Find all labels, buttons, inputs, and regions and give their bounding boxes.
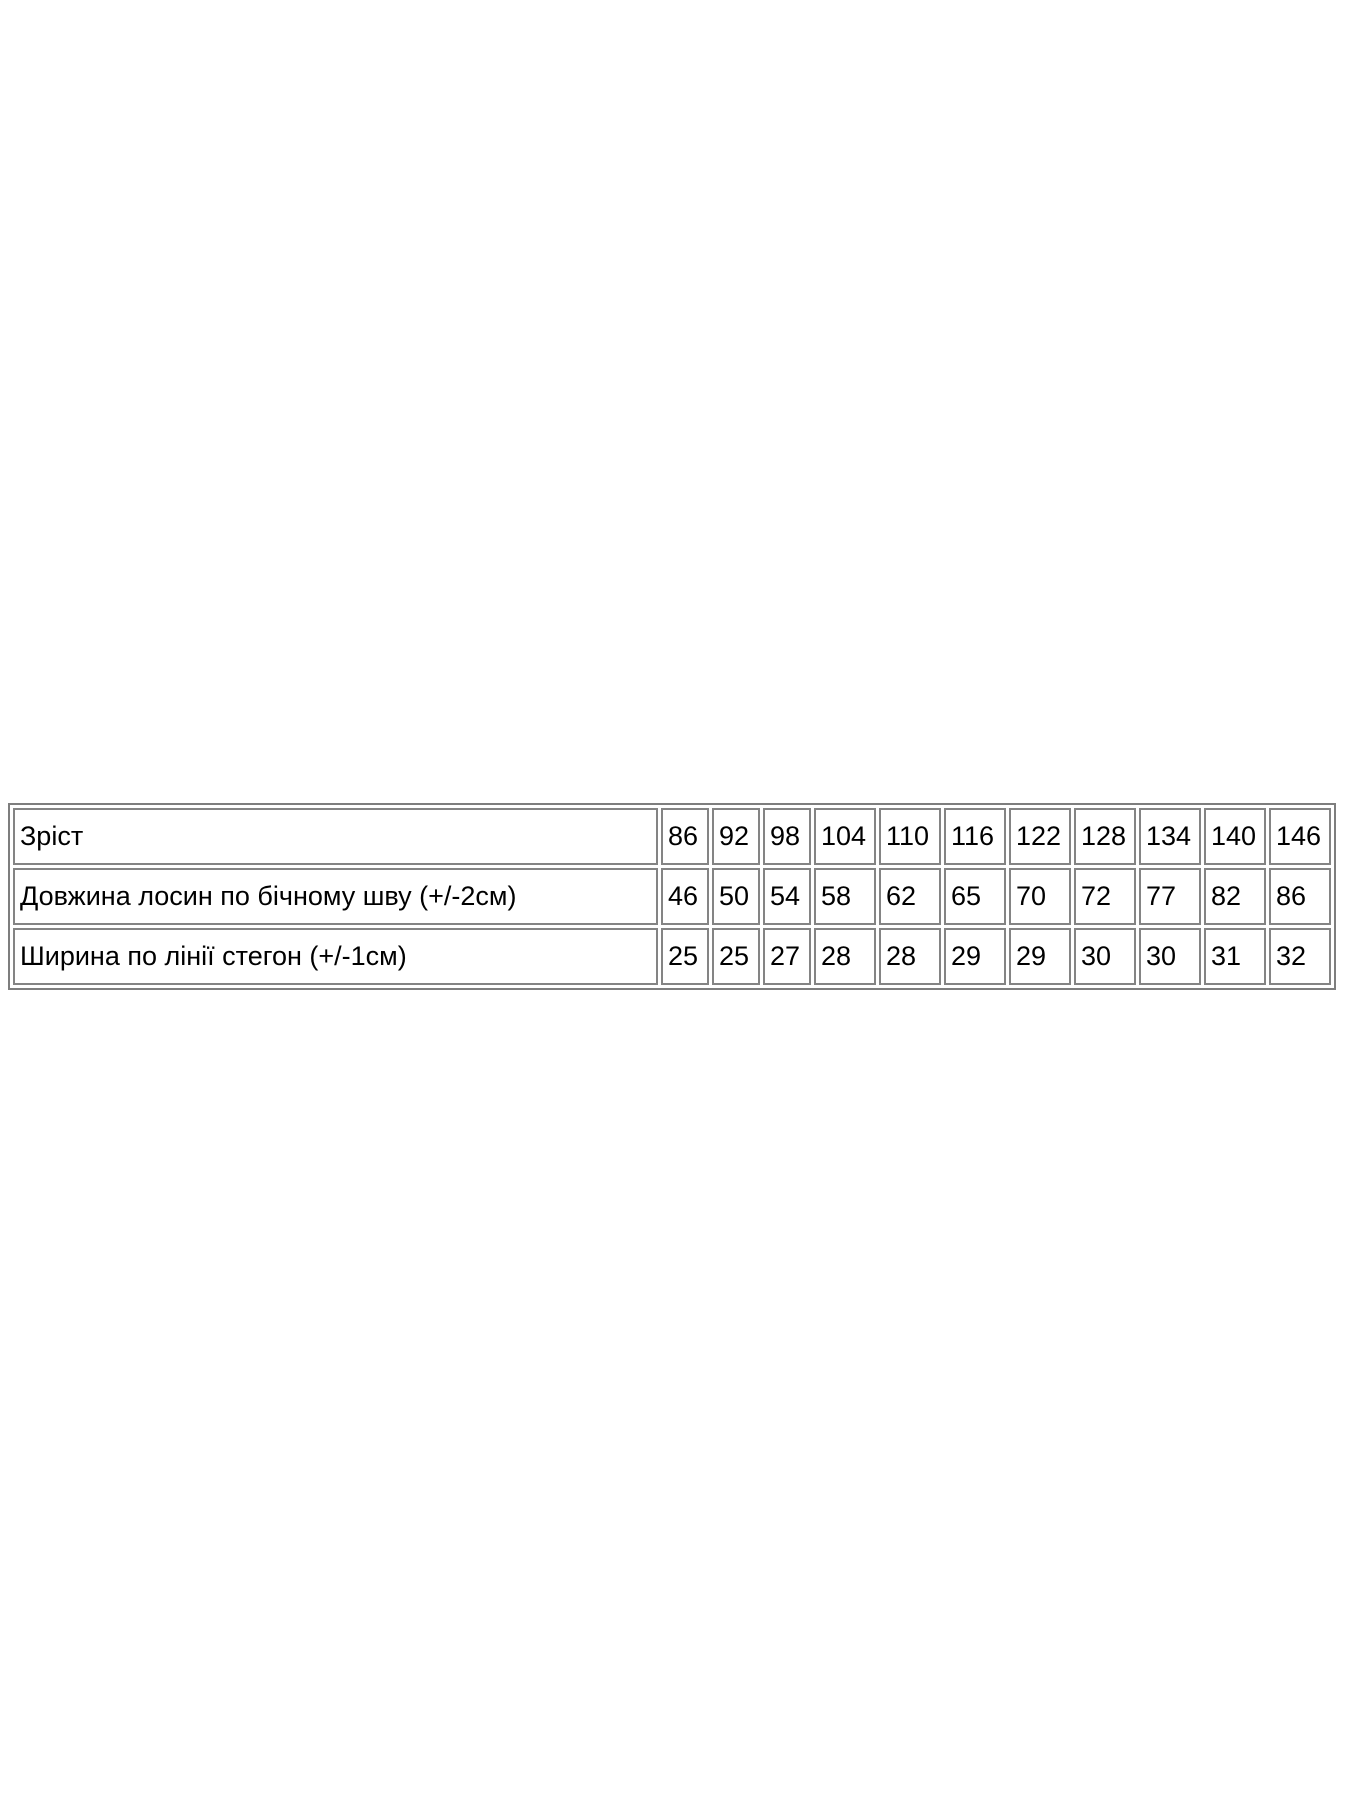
cell-length-8: 77 — [1139, 868, 1201, 925]
cell-height-9: 140 — [1204, 808, 1266, 865]
cell-length-10: 86 — [1269, 868, 1331, 925]
cell-hip-10: 32 — [1269, 928, 1331, 985]
cell-height-2: 98 — [763, 808, 811, 865]
cell-height-6: 122 — [1009, 808, 1071, 865]
cell-height-0: 86 — [661, 808, 709, 865]
cell-height-4: 110 — [879, 808, 941, 865]
row-label-height: Зріст — [13, 808, 658, 865]
cell-hip-5: 29 — [944, 928, 1006, 985]
cell-height-8: 134 — [1139, 808, 1201, 865]
cell-hip-7: 30 — [1074, 928, 1136, 985]
cell-length-1: 50 — [712, 868, 760, 925]
row-label-hip-width: Ширина по лінії стегон (+/-1см) — [13, 928, 658, 985]
cell-length-6: 70 — [1009, 868, 1071, 925]
cell-hip-0: 25 — [661, 928, 709, 985]
cell-hip-1: 25 — [712, 928, 760, 985]
cell-hip-9: 31 — [1204, 928, 1266, 985]
cell-length-5: 65 — [944, 868, 1006, 925]
size-table: Зріст 86 92 98 104 110 116 122 128 134 1… — [8, 803, 1336, 990]
cell-height-7: 128 — [1074, 808, 1136, 865]
cell-hip-3: 28 — [814, 928, 876, 985]
table-row-height: Зріст 86 92 98 104 110 116 122 128 134 1… — [13, 808, 1331, 865]
cell-height-1: 92 — [712, 808, 760, 865]
cell-length-7: 72 — [1074, 868, 1136, 925]
cell-hip-4: 28 — [879, 928, 941, 985]
cell-height-3: 104 — [814, 808, 876, 865]
cell-length-2: 54 — [763, 868, 811, 925]
cell-length-3: 58 — [814, 868, 876, 925]
cell-length-4: 62 — [879, 868, 941, 925]
table-row-length: Довжина лосин по бічному шву (+/-2см) 46… — [13, 868, 1331, 925]
table-row-hip-width: Ширина по лінії стегон (+/-1см) 25 25 27… — [13, 928, 1331, 985]
cell-hip-8: 30 — [1139, 928, 1201, 985]
cell-height-10: 146 — [1269, 808, 1331, 865]
cell-height-5: 116 — [944, 808, 1006, 865]
cell-length-0: 46 — [661, 868, 709, 925]
row-label-length: Довжина лосин по бічному шву (+/-2см) — [13, 868, 658, 925]
cell-hip-6: 29 — [1009, 928, 1071, 985]
cell-length-9: 82 — [1204, 868, 1266, 925]
cell-hip-2: 27 — [763, 928, 811, 985]
